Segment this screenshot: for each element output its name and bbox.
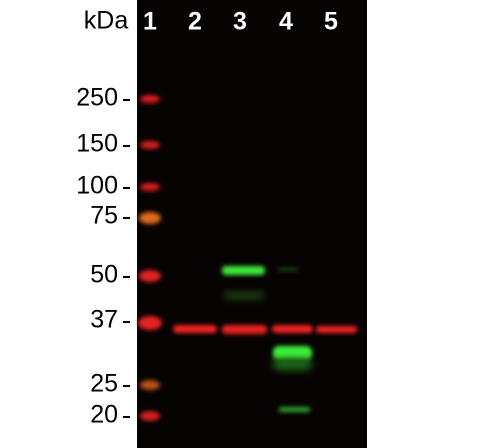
marker-label: 100 — [76, 172, 118, 200]
marker-dashes — [123, 99, 130, 418]
lane-label: 1 — [143, 8, 157, 36]
unit-label: kDa — [84, 7, 129, 35]
marker-label: 50 — [90, 261, 118, 289]
marker-label: 37 — [90, 306, 118, 334]
lane-label: 3 — [233, 8, 247, 36]
marker-labels: 250 150 100 75 50 37 25 20 — [76, 84, 118, 429]
bands — [173, 266, 357, 412]
marker-label: 25 — [90, 370, 118, 398]
marker-label: 75 — [90, 202, 118, 230]
lane-label: 4 — [279, 8, 293, 36]
marker-label: 250 — [76, 84, 118, 112]
ladder — [138, 95, 162, 421]
lane-label: 5 — [324, 8, 338, 36]
marker-label: 20 — [90, 401, 118, 429]
marker-label: 150 — [76, 130, 118, 158]
lane-label: 2 — [188, 8, 202, 36]
membrane — [137, 0, 367, 448]
